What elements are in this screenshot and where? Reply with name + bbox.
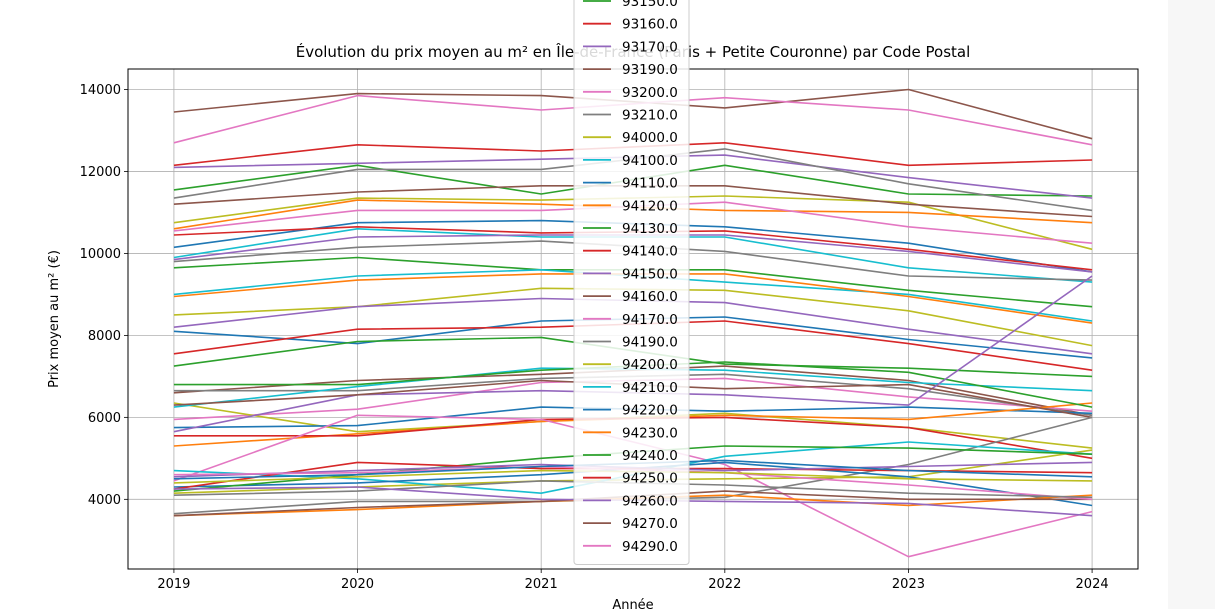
x-axis-ticks: 2019 2020 2021 2022 2023 2024: [157, 569, 1109, 592]
legend-entry: 94200.0: [622, 357, 678, 373]
y-tick-label: 12000: [80, 165, 121, 180]
legend-entry: 94120.0: [622, 198, 678, 214]
legend-entry: 94130.0: [622, 221, 678, 237]
y-axis-ticks: 4000 6000 8000 10000 12000 14000: [80, 83, 128, 508]
legend-entry: 94270.0: [622, 516, 678, 532]
y-tick-label: 14000: [80, 83, 121, 98]
legend-entry: 94290.0: [622, 539, 678, 555]
x-tick-label: 2024: [1076, 577, 1109, 592]
legend-entry: 93160.0: [622, 17, 678, 33]
legend-entry: 94230.0: [622, 425, 678, 441]
legend: 93150.0 93160.0 93170.0 93190.0 93200.0 93210…: [573, 0, 690, 565]
x-tick-label: 2022: [708, 577, 741, 592]
y-tick-label: 4000: [88, 493, 121, 508]
legend-entry: 93210.0: [622, 108, 678, 124]
legend-entry: 93200.0: [622, 85, 678, 101]
y-axis-label: Prix moyen au m² (€): [47, 250, 62, 388]
legend-entry: 94170.0: [622, 312, 678, 328]
legend-entry: 94220.0: [622, 403, 678, 419]
legend-entry: 94260.0: [622, 493, 678, 509]
legend-entry: 94250.0: [622, 471, 678, 487]
x-tick-label: 2021: [525, 577, 558, 592]
x-tick-label: 2019: [157, 577, 190, 592]
legend-entry: 94240.0: [622, 448, 678, 464]
legend-entry: 94150.0: [622, 266, 678, 282]
legend-box: [573, 0, 690, 565]
legend-entry: 93170.0: [622, 39, 678, 55]
legend-entry: 93150.0: [622, 0, 678, 10]
legend-entry: 93190.0: [622, 62, 678, 78]
x-tick-label: 2020: [341, 577, 374, 592]
window-edge: [1168, 0, 1215, 609]
legend-entry: 94160.0: [622, 289, 678, 305]
y-tick-label: 6000: [88, 411, 121, 426]
x-axis-label: Année: [612, 598, 653, 609]
y-tick-label: 10000: [80, 247, 121, 262]
legend-entry: 94000.0: [622, 130, 678, 146]
line-chart: 2019 2020 2021 2022 2023 2024 4000 6000 8000 100…: [47, 0, 1139, 609]
legend-entry: 94210.0: [622, 380, 678, 396]
legend-entry: 94140.0: [622, 244, 678, 260]
x-tick-label: 2023: [892, 577, 925, 592]
legend-entry: 94190.0: [622, 335, 678, 351]
legend-entry: 94100.0: [622, 153, 678, 169]
legend-entry: 94110.0: [622, 176, 678, 192]
y-tick-label: 8000: [88, 329, 121, 344]
